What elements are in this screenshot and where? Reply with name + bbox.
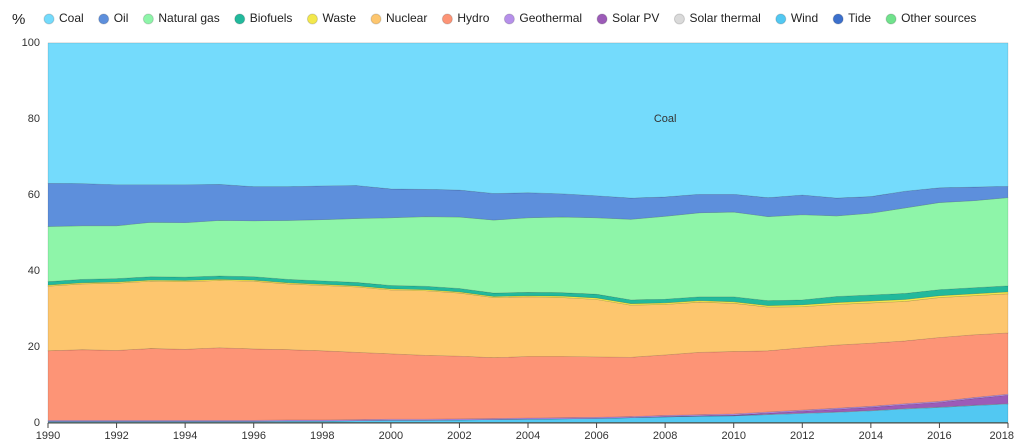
x-tick-label: 1990 xyxy=(36,430,60,440)
x-tick-label: 1998 xyxy=(310,430,334,440)
x-tick-label: 2012 xyxy=(790,430,814,440)
legend-item: Geothermal xyxy=(503,11,582,25)
legend-swatch xyxy=(596,13,608,25)
legend-swatch xyxy=(98,13,110,25)
legend-swatch xyxy=(370,13,382,25)
areas xyxy=(47,42,1009,424)
axes: 0 20 40 60 80 100 1990 1992 1994 1996 1998 2000 2002… xyxy=(22,37,1014,440)
legend-swatch xyxy=(832,13,844,25)
area xyxy=(47,182,1009,227)
y-tick-label: 20 xyxy=(28,341,40,353)
x-tick-label: 2000 xyxy=(379,430,403,440)
x-tick-label: 2016 xyxy=(927,430,951,440)
area xyxy=(47,279,1009,308)
x-tick-label: 1994 xyxy=(173,430,197,440)
x-tick-label: 2004 xyxy=(516,430,540,440)
legend-label: Solar thermal xyxy=(689,11,760,25)
legend-swatch xyxy=(306,13,318,25)
legend-item: Natural gas xyxy=(142,11,220,25)
legend-item: Biofuels xyxy=(234,11,293,25)
legend-item: Hydro xyxy=(441,11,490,25)
legend-swatch xyxy=(234,13,246,25)
x-tick-label: 1992 xyxy=(104,430,128,440)
legend-swatch xyxy=(503,13,515,25)
area xyxy=(47,403,1009,423)
legend-swatch xyxy=(885,13,897,25)
x-tick-label: 1996 xyxy=(241,430,265,440)
y-tick-label: 100 xyxy=(22,37,40,49)
legend-item: Other sources xyxy=(885,11,976,25)
y-tick-label: 40 xyxy=(28,265,40,277)
legend-label: Wind xyxy=(791,11,818,25)
legend-swatch xyxy=(142,13,154,25)
legend-item: Nuclear xyxy=(370,11,427,25)
legend-label: Nuclear xyxy=(386,11,427,25)
area xyxy=(47,280,1009,358)
y-tick-label: 0 xyxy=(34,417,40,429)
legend-label: Hydro xyxy=(457,11,489,25)
y-tick-label: 60 xyxy=(28,189,40,201)
area xyxy=(47,332,1009,421)
area xyxy=(47,42,1009,199)
legend-swatch xyxy=(441,13,453,25)
legend-label: Tide xyxy=(848,11,871,25)
x-tick-label: 2018 xyxy=(990,430,1014,440)
legend-item: Waste xyxy=(306,11,356,25)
legend-swatch xyxy=(673,13,685,25)
legend-item: Solar thermal xyxy=(673,11,761,25)
y-tick-label: 80 xyxy=(28,113,40,125)
area xyxy=(47,275,1009,306)
x-tick-label: 2002 xyxy=(447,430,471,440)
legend-label: Geothermal xyxy=(519,11,582,25)
legend-swatch xyxy=(43,13,55,25)
legend-label: Coal xyxy=(59,11,84,25)
legend-swatch xyxy=(775,13,787,25)
legend-label: Oil xyxy=(114,11,129,25)
legend-label: Solar PV xyxy=(612,11,659,25)
x-tick-label: 2010 xyxy=(721,430,745,440)
annotation: Coal xyxy=(654,113,677,125)
x-tick-label: 2014 xyxy=(859,430,883,440)
x-tick-label: 2006 xyxy=(584,430,608,440)
legend-item: Tide xyxy=(832,11,871,25)
legend-label: Biofuels xyxy=(250,11,293,25)
legend-item: Coal xyxy=(43,11,84,25)
legend-item: Wind xyxy=(775,11,818,25)
x-tick-label: 2008 xyxy=(653,430,677,440)
y-axis-label: % xyxy=(12,11,25,28)
legend-item: Oil xyxy=(98,11,129,25)
legend-label: Other sources xyxy=(901,11,976,25)
legend-label: Waste xyxy=(322,11,356,25)
legend-item: Solar PV xyxy=(596,11,659,25)
legend-label: Natural gas xyxy=(158,11,219,25)
